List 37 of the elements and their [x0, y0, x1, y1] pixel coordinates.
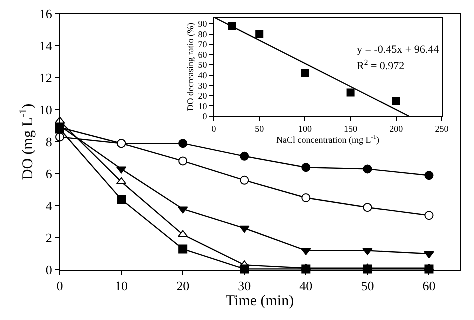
x-tick-label: 150 [344, 124, 358, 134]
y-tick-label: 16 [39, 6, 53, 22]
y-tick-label: 4 [46, 198, 53, 214]
y-tick-label: 0 [46, 262, 52, 278]
x-tick-label: 200 [390, 124, 404, 134]
y-tick-label: 50 [198, 60, 208, 70]
y-tick-label: 40 [198, 70, 208, 80]
x-tick-label: 40 [300, 278, 313, 294]
y-tick-label: 12 [39, 70, 52, 86]
y-tick-label: 8 [46, 134, 52, 150]
x-axis-title: NaCl concentration (mg L$^{-1}$) [276, 134, 380, 145]
y-tick-label: 30 [198, 80, 208, 91]
x-tick-label: 20 [176, 278, 190, 294]
x-axis-title: Time (min) [226, 294, 294, 310]
y-tick-label: 6 [46, 166, 53, 182]
x-tick-label: 50 [361, 278, 374, 294]
x-tick-label: 250 [435, 124, 450, 134]
x-tick-label: 100 [298, 124, 312, 134]
x-tick-label: 50 [255, 124, 265, 134]
x-tick-label: 10 [115, 278, 128, 294]
y-tick-label: 20 [198, 91, 208, 102]
x-tick-label: 0 [212, 124, 217, 134]
y-tick-label: 90 [198, 19, 208, 30]
y-tick-label: 0 [202, 112, 208, 122]
y-tick-label: 2 [46, 230, 52, 246]
y-tick-label: 60 [198, 50, 208, 60]
y-tick-label: 10 [39, 102, 52, 118]
y-tick-label: 80 [198, 29, 208, 40]
x-tick-label: 60 [422, 278, 436, 294]
y-tick-label: 14 [39, 38, 53, 54]
y-axis-title: DO decreasing ratio (%) [186, 23, 196, 112]
x-tick-label: 30 [238, 278, 252, 294]
x-tick-label: 0 [56, 278, 64, 294]
y-tick-label: 10 [198, 101, 208, 112]
y-tick-label: 70 [198, 40, 208, 50]
annotation: R$^{2}$ = 0.972 [357, 58, 405, 73]
annotation: y = -0.45x + 96.44 [357, 44, 440, 56]
